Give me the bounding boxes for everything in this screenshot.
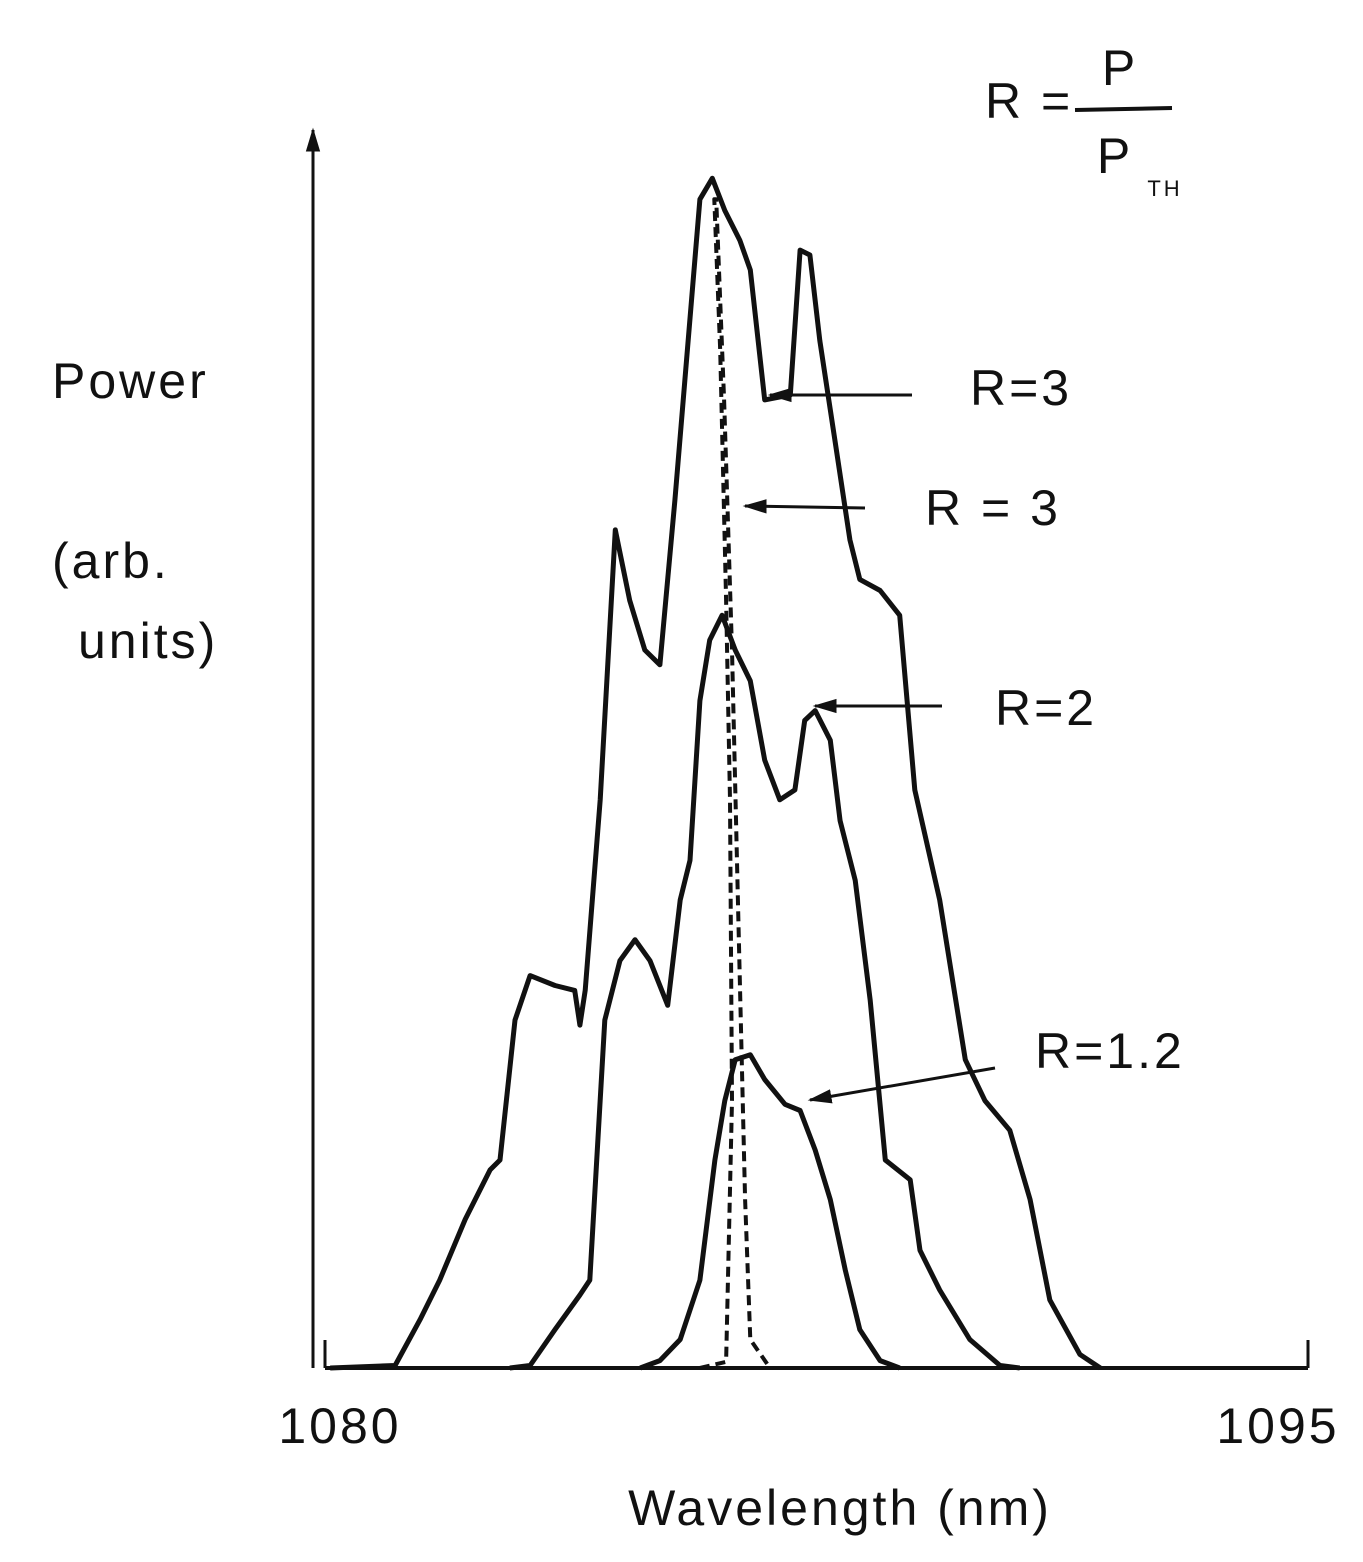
y-axis-label: units): [78, 613, 218, 669]
series-label: R=1.2: [1035, 1023, 1185, 1079]
fraction-bar: [1074, 106, 1173, 112]
series-label: R = 3: [925, 480, 1061, 536]
annotation-arrow: [742, 499, 866, 514]
spectrum-line: [330, 175, 1102, 1371]
y-axis-label: Power: [52, 353, 209, 409]
series-label: R=2: [995, 680, 1097, 736]
spectrum-line: [509, 612, 1021, 1371]
formula-subscript: TH: [1147, 176, 1182, 201]
spectrum-line: [639, 1052, 901, 1371]
x-tick-label: 1095: [1216, 1398, 1339, 1454]
y-axis-label: (arb.: [52, 533, 170, 589]
series-label: R=3: [970, 360, 1072, 416]
formula-lhs: R =: [985, 73, 1073, 129]
spectrum-line: [699, 197, 772, 1370]
x-axis-label: Wavelength (nm): [628, 1480, 1052, 1536]
formula-numerator: P: [1102, 40, 1138, 96]
x-tick-label: 1080: [278, 1398, 401, 1454]
annotation-arrow: [807, 1066, 996, 1104]
formula-denominator: P: [1097, 128, 1133, 184]
